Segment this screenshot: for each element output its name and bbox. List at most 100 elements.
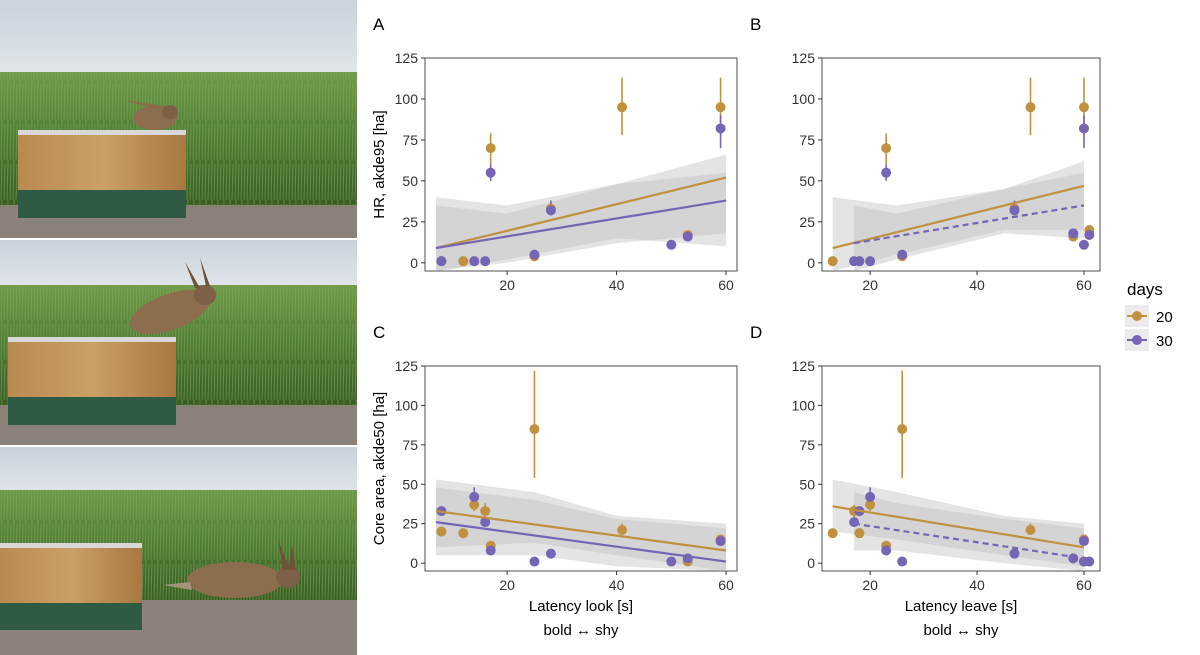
y-tick-label: 125 (395, 50, 419, 66)
data-point-20 (436, 526, 447, 537)
data-point-20 (480, 506, 491, 517)
y-tick-label: 100 (395, 91, 419, 107)
y-tick-label: 125 (395, 358, 419, 374)
data-point-30 (1068, 228, 1079, 239)
legend-entry-30: 30 (1156, 333, 1173, 350)
plot-area (827, 370, 1095, 571)
data-point-30 (881, 545, 892, 556)
data-point-20 (485, 143, 496, 154)
fit-line-30 (853, 522, 1085, 560)
plot-frame (821, 365, 1101, 572)
data-point-30 (1078, 536, 1089, 547)
photo-hare-leaping (0, 240, 357, 445)
x-tick-label: 40 (969, 277, 985, 293)
panel-c: C 0 25 50 75 100 125 20 40 60 Core area, akde50 [h… (371, 323, 738, 639)
photo-hare-on-box (0, 0, 357, 238)
data-point-30 (1068, 553, 1079, 564)
panel-b: B 0 25 50 75 100 125 20 40 60 (750, 15, 1101, 293)
plot-frame (821, 57, 1101, 272)
y-tick-label: 100 (395, 397, 419, 413)
plot-area (435, 370, 727, 571)
data-point-30 (849, 517, 860, 528)
data-point-30 (1084, 229, 1095, 240)
panel-label: D (750, 323, 762, 342)
data-point-30 (1078, 239, 1089, 250)
legend-key-point (1132, 335, 1142, 345)
data-point-20 (617, 102, 628, 113)
panel-d: D 0 25 50 75 100 125 20 40 60 Latency leave [s] bol… (750, 323, 1101, 639)
panel-label: B (750, 15, 761, 34)
x-tick-label: 40 (969, 577, 985, 593)
bold-shy-caption: bold ↔ shy (923, 622, 999, 639)
data-point-30 (1084, 556, 1095, 567)
data-point-20 (897, 424, 908, 435)
y-tick-label: 50 (402, 173, 418, 189)
fit-line-20 (435, 509, 727, 552)
data-point-30 (865, 256, 876, 267)
y-tick-label: 75 (402, 437, 418, 453)
y-tick-label: 25 (402, 516, 418, 532)
data-point-20 (881, 143, 892, 154)
data-point-30 (715, 123, 726, 134)
data-point-20 (827, 528, 838, 539)
y-tick-label: 25 (799, 516, 815, 532)
data-point-30 (545, 548, 556, 559)
data-point-20 (529, 424, 540, 435)
data-point-30 (715, 536, 726, 547)
data-point-20 (458, 528, 469, 539)
data-point-30 (1078, 123, 1089, 134)
plot-frame (424, 365, 738, 572)
legend-key-point (1132, 311, 1142, 321)
data-point-30 (480, 517, 491, 528)
legend-entry-20: 20 (1156, 309, 1173, 326)
y-tick-label: 50 (402, 476, 418, 492)
y-tick-label: 50 (799, 173, 815, 189)
data-point-20 (1025, 525, 1036, 535)
data-point-30 (485, 545, 496, 556)
data-point-30 (1009, 548, 1020, 559)
data-point-30 (881, 167, 892, 178)
data-point-20 (854, 528, 865, 539)
y-axis-title: HR, akde95 [ha] (371, 110, 388, 218)
x-tick-label: 60 (1076, 577, 1092, 593)
data-point-20 (1078, 102, 1089, 113)
data-point-20 (458, 256, 469, 267)
data-point-30 (469, 256, 480, 267)
x-tick-label: 20 (499, 577, 515, 593)
hare-photo-strip (0, 0, 357, 655)
x-axis-title: Latency leave [s] (905, 598, 1018, 615)
panel-label: C (373, 323, 385, 342)
y-tick-label: 125 (792, 50, 816, 66)
x-tick-label: 60 (718, 277, 734, 293)
fit-line-20 (435, 176, 727, 250)
y-tick-label: 0 (410, 555, 418, 571)
data-point-30 (469, 491, 480, 502)
confidence-band-30 (854, 172, 1084, 271)
y-tick-label: 75 (402, 132, 418, 148)
fit-line-30 (435, 199, 727, 250)
y-tick-label: 100 (792, 397, 816, 413)
x-tick-label: 60 (1076, 277, 1092, 293)
data-point-30 (529, 249, 540, 260)
data-point-30 (897, 249, 908, 260)
data-point-20 (865, 499, 876, 510)
confidence-band-20 (832, 479, 1084, 567)
data-point-20 (1025, 102, 1036, 113)
y-tick-label: 125 (792, 358, 816, 374)
bold-shy-caption: bold ↔ shy (543, 622, 619, 639)
y-axis-title: Core area, akde50 [ha] (371, 392, 388, 545)
y-tick-label: 75 (799, 437, 815, 453)
chart-figure: A 0 25 50 75 100 125 20 40 60 HR, akde95 [ha] B 0 25 5… (371, 15, 1173, 639)
x-tick-label: 60 (718, 577, 734, 593)
data-point-30 (1009, 205, 1020, 216)
y-tick-label: 0 (807, 255, 815, 271)
panel-a: A 0 25 50 75 100 125 20 40 60 HR, akde95 [ha] (371, 15, 738, 293)
data-point-30 (529, 556, 540, 567)
x-axis-title: Latency look [s] (529, 598, 633, 615)
legend-title: days (1127, 280, 1163, 299)
y-tick-label: 0 (410, 255, 418, 271)
x-tick-label: 20 (499, 277, 515, 293)
data-point-30 (854, 256, 865, 267)
data-point-20 (715, 102, 726, 113)
plot-area (435, 77, 727, 271)
